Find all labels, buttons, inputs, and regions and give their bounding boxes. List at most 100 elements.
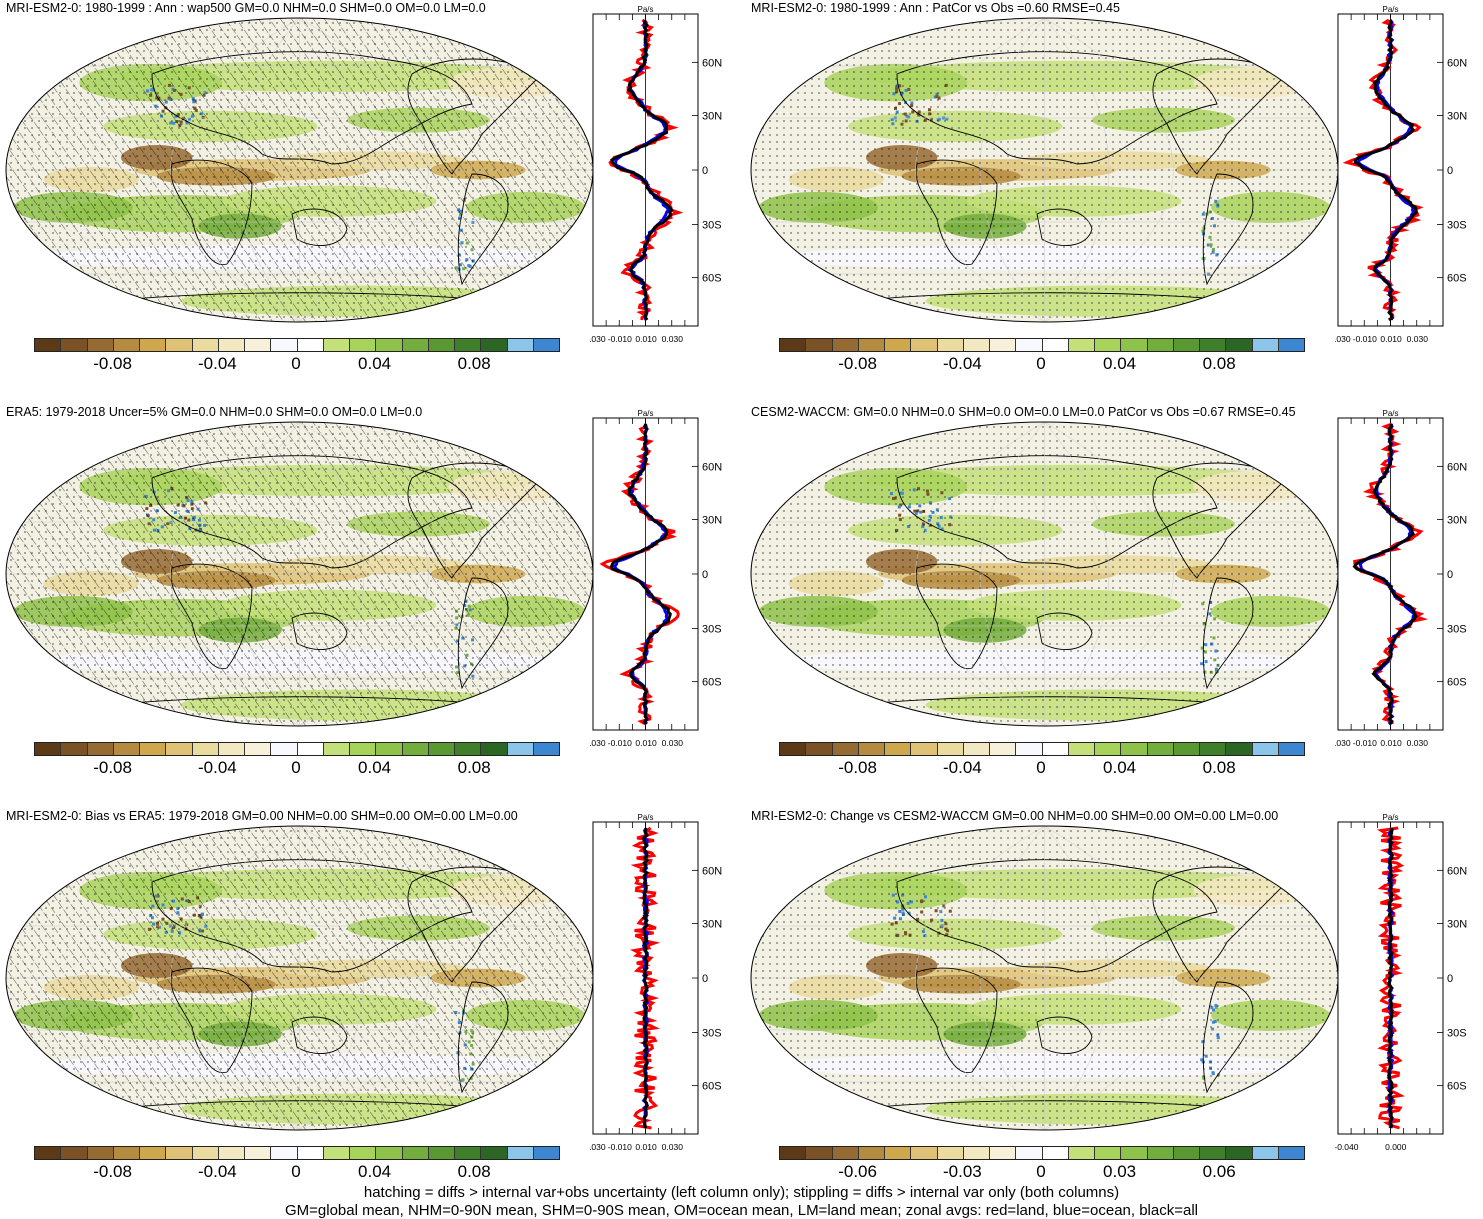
world-map bbox=[750, 421, 1339, 727]
panel-title: MRI-ESM2-0: 1980-1999 : Ann : wap500 GM=… bbox=[6, 1, 486, 15]
latitude-tick-label: 60N bbox=[1447, 865, 1467, 877]
panel-middle-left: ERA5: 1979-2018 Uncer=5% GM=0.0 NHM=0.0 … bbox=[0, 404, 740, 794]
profile-x-tick-label: -0.030 bbox=[1335, 334, 1351, 344]
stippling bbox=[751, 422, 1338, 726]
panel-middle-right: CESM2-WACCM: GM=0.0 NHM=0.0 SHM=0.0 OM=0… bbox=[745, 404, 1483, 794]
zonal-curve-black bbox=[610, 19, 674, 321]
colorbar-label: 0.08 bbox=[1202, 758, 1236, 777]
latitude-tick-label: 60N bbox=[1447, 57, 1467, 69]
profile-units: Pa/s bbox=[637, 5, 653, 14]
latitude-tick-label: 0 bbox=[1447, 973, 1453, 985]
latitude-tick-label: 0 bbox=[702, 569, 708, 581]
profile-x-tick-label: 0.010 bbox=[635, 1142, 657, 1152]
latitude-tick-label: 60S bbox=[702, 1081, 722, 1093]
colorbar-label: 0.08 bbox=[1202, 354, 1236, 373]
latitude-tick-label: 60N bbox=[702, 461, 722, 473]
stippling bbox=[751, 826, 1338, 1130]
colorbar-label: -0.08 bbox=[93, 1162, 132, 1181]
panel-title: MRI-ESM2-0: 1980-1999 : Ann : PatCor vs … bbox=[751, 1, 1120, 15]
latitude-tick-label: 0 bbox=[1447, 165, 1453, 177]
profile-x-tick-label: 0.030 bbox=[1407, 738, 1429, 748]
profile-x-tick-label: -0.030 bbox=[590, 738, 606, 748]
zonal-curve-red bbox=[599, 423, 680, 726]
colorbar-label: 0.08 bbox=[457, 758, 491, 777]
profile-x-tick-label: 0.030 bbox=[662, 1142, 684, 1152]
latitude-tick-label: 30S bbox=[702, 220, 722, 232]
latitude-tick-label: 30N bbox=[702, 918, 722, 930]
zonal-curve-black bbox=[1386, 827, 1394, 1129]
latitude-tick-label: 60S bbox=[1447, 1081, 1467, 1093]
hatching bbox=[6, 422, 593, 726]
profile-units: Pa/s bbox=[637, 813, 653, 822]
profile-x-tick-label: -0.040 bbox=[1335, 1142, 1359, 1152]
world-map bbox=[5, 17, 594, 323]
panel-bottom-right: MRI-ESM2-0: Change vs CESM2-WACCM GM=0.0… bbox=[745, 808, 1483, 1198]
latitude-tick-label: 60S bbox=[1447, 273, 1467, 285]
hatching bbox=[6, 826, 593, 1130]
colorbar-label: 0 bbox=[1036, 1162, 1046, 1181]
profile-x-tick-label: 0.030 bbox=[662, 334, 684, 344]
latitude-tick-label: 60S bbox=[1447, 677, 1467, 689]
zonal-mean-profile: Pa/s 60N 30N 0 30S 60S -0.040 0.000 bbox=[1334, 812, 1480, 1162]
panel-title: MRI-ESM2-0: Change vs CESM2-WACCM GM=0.0… bbox=[751, 809, 1279, 823]
latitude-tick-label: 30N bbox=[1447, 110, 1467, 122]
colorbar-label: -0.08 bbox=[838, 758, 877, 777]
latitude-tick-label: 30N bbox=[1447, 918, 1467, 930]
colorbar-label: -0.04 bbox=[943, 758, 982, 777]
profile-x-tick-label: 0.010 bbox=[635, 334, 657, 344]
profile-units: Pa/s bbox=[1382, 813, 1398, 822]
colorbar-label: 0.04 bbox=[358, 354, 392, 373]
colorbar-label: -0.08 bbox=[838, 354, 877, 373]
profile-units: Pa/s bbox=[637, 409, 653, 418]
hatching bbox=[6, 18, 593, 322]
colorbar-labels: -0.06 -0.03 0 0.03 0.06 bbox=[779, 1162, 1303, 1184]
colorbar-label: -0.04 bbox=[198, 758, 237, 777]
colorbar-label: 0 bbox=[291, 1162, 301, 1181]
latitude-tick-label: 0 bbox=[702, 973, 708, 985]
colorbar-label: -0.08 bbox=[93, 758, 132, 777]
zonal-curve-black bbox=[1353, 19, 1418, 322]
profile-units: Pa/s bbox=[1382, 409, 1398, 418]
colorbar bbox=[34, 338, 560, 352]
world-map bbox=[5, 421, 594, 727]
colorbar-labels: -0.08 -0.04 0 0.04 0.08 bbox=[779, 758, 1303, 780]
colorbar-label: 0 bbox=[291, 354, 301, 373]
colorbar-labels: -0.08 -0.04 0 0.04 0.08 bbox=[34, 1162, 558, 1184]
colorbar-label: 0.08 bbox=[457, 354, 491, 373]
colorbar-label: -0.04 bbox=[198, 354, 237, 373]
caption-line-2: GM=global mean, NHM=0-90N mean, SHM=0-90… bbox=[284, 1202, 1198, 1219]
profile-x-tick-label: 0.010 bbox=[1380, 334, 1402, 344]
stippling bbox=[751, 18, 1338, 322]
profile-x-tick-label: 0.010 bbox=[1380, 738, 1402, 748]
profile-x-tick-label: -0.030 bbox=[590, 334, 606, 344]
colorbar-label: -0.04 bbox=[198, 1162, 237, 1181]
profile-x-tick-label: -0.010 bbox=[608, 1142, 632, 1152]
latitude-tick-label: 30S bbox=[702, 624, 722, 636]
colorbar-label: 0.04 bbox=[358, 1162, 392, 1181]
colorbar bbox=[779, 742, 1305, 756]
caption-line-1: hatching = diffs > internal var+obs unce… bbox=[363, 1184, 1120, 1201]
colorbar-label: 0.04 bbox=[1103, 354, 1137, 373]
colorbar-label: 0.06 bbox=[1202, 1162, 1236, 1181]
latitude-tick-label: 30N bbox=[1447, 514, 1467, 526]
latitude-tick-label: 60S bbox=[702, 273, 722, 285]
colorbar-labels: -0.08 -0.04 0 0.04 0.08 bbox=[34, 354, 558, 376]
colorbar-label: 0.08 bbox=[457, 1162, 491, 1181]
colorbar bbox=[779, 1146, 1305, 1160]
colorbar bbox=[779, 338, 1305, 352]
panel-top-left: MRI-ESM2-0: 1980-1999 : Ann : wap500 GM=… bbox=[0, 0, 740, 390]
latitude-tick-label: 0 bbox=[702, 165, 708, 177]
latitude-tick-label: 60N bbox=[702, 57, 722, 69]
colorbar-label: 0 bbox=[1036, 758, 1046, 777]
latitude-tick-label: 60N bbox=[1447, 461, 1467, 473]
colorbar-label: -0.08 bbox=[93, 354, 132, 373]
zonal-curve-black bbox=[1352, 423, 1418, 725]
zonal-curve-black bbox=[609, 423, 672, 725]
profile-x-tick-label: -0.010 bbox=[1353, 334, 1377, 344]
colorbar-label: -0.06 bbox=[838, 1162, 877, 1181]
latitude-tick-label: 60N bbox=[702, 865, 722, 877]
latitude-tick-label: 30S bbox=[1447, 624, 1467, 636]
latitude-tick-label: 30N bbox=[702, 514, 722, 526]
